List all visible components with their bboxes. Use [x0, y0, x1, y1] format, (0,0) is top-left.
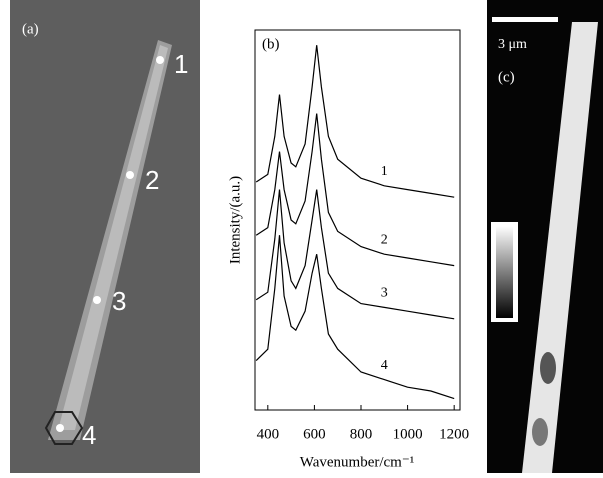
x-tick-label: 800	[350, 426, 373, 442]
x-tick-label: 1000	[393, 426, 423, 442]
spectrum-line	[255, 235, 455, 400]
curve-label: 4	[381, 358, 388, 373]
marker	[93, 296, 101, 304]
marker-label: 3	[112, 286, 126, 316]
panel-label: (c)	[498, 69, 515, 85]
x-tick-label: 1200	[439, 426, 469, 442]
scale-label: 3 μm	[498, 37, 527, 52]
panel-label: (b)	[262, 36, 280, 52]
x-tick-label: 600	[303, 426, 326, 442]
spectrum-line	[255, 113, 455, 267]
chart: (b) Wavenumber/cm⁻¹ Intensity/(a.u.) 400…	[227, 29, 469, 470]
fiber	[522, 22, 598, 473]
curve-label: 1	[381, 164, 388, 179]
fiber-core	[58, 45, 168, 430]
curve-label: 3	[381, 286, 388, 301]
marker-label: 1	[174, 49, 188, 79]
plot-frame	[254, 29, 461, 411]
scale-bar	[492, 17, 558, 22]
spectrum-line	[255, 189, 455, 320]
marker	[126, 171, 134, 179]
y-axis-label: Intensity/(a.u.)	[227, 176, 243, 264]
colorbar	[496, 226, 513, 318]
marker	[56, 424, 64, 432]
curve-label: 2	[381, 232, 388, 247]
dark-spot	[532, 418, 548, 446]
x-tick-label: 400	[257, 426, 280, 442]
marker-label: 4	[82, 420, 96, 450]
marker	[156, 56, 164, 64]
x-axis-label: Wavenumber/cm⁻¹	[300, 454, 415, 470]
spectrum-line	[255, 45, 455, 198]
hexagon	[44, 411, 84, 445]
panel-label: (a)	[22, 21, 39, 37]
marker-label: 2	[145, 165, 159, 195]
dark-spot	[540, 352, 556, 384]
